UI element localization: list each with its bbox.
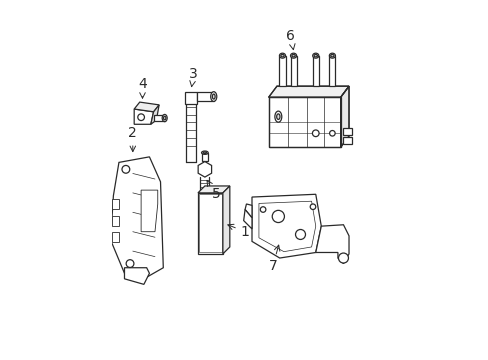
Polygon shape	[244, 204, 251, 218]
Polygon shape	[315, 225, 348, 264]
Polygon shape	[153, 115, 164, 121]
Bar	[343, 128, 351, 135]
Ellipse shape	[291, 54, 295, 57]
Polygon shape	[150, 105, 159, 124]
Text: 2: 2	[128, 126, 137, 152]
Text: 5: 5	[206, 180, 220, 201]
Polygon shape	[201, 153, 208, 161]
Ellipse shape	[313, 54, 317, 57]
Polygon shape	[112, 232, 119, 242]
Ellipse shape	[330, 54, 333, 57]
Circle shape	[309, 204, 315, 210]
Text: 1: 1	[227, 224, 249, 239]
Polygon shape	[134, 109, 153, 124]
Ellipse shape	[210, 92, 216, 102]
Polygon shape	[112, 216, 119, 226]
Circle shape	[312, 130, 319, 136]
Ellipse shape	[312, 53, 318, 58]
Polygon shape	[279, 56, 285, 86]
Polygon shape	[141, 190, 158, 232]
Ellipse shape	[212, 94, 215, 99]
Polygon shape	[198, 193, 223, 254]
Polygon shape	[134, 102, 159, 112]
Circle shape	[260, 207, 265, 212]
Polygon shape	[112, 199, 119, 209]
Polygon shape	[197, 92, 213, 102]
Ellipse shape	[279, 53, 285, 58]
Ellipse shape	[274, 111, 281, 122]
Text: 6: 6	[286, 29, 295, 50]
Polygon shape	[251, 194, 321, 258]
Circle shape	[138, 114, 144, 121]
Polygon shape	[340, 86, 348, 147]
Ellipse shape	[162, 114, 167, 122]
Ellipse shape	[203, 152, 206, 153]
Ellipse shape	[276, 114, 280, 120]
Polygon shape	[223, 186, 229, 254]
Bar	[343, 138, 351, 144]
Text: 3: 3	[189, 67, 198, 87]
Polygon shape	[198, 186, 229, 193]
Circle shape	[272, 210, 284, 222]
Polygon shape	[243, 210, 251, 229]
Polygon shape	[184, 92, 197, 104]
Ellipse shape	[201, 151, 208, 154]
Polygon shape	[110, 157, 163, 279]
Circle shape	[329, 131, 334, 136]
Ellipse shape	[280, 54, 284, 57]
Text: 4: 4	[138, 77, 146, 98]
Polygon shape	[198, 162, 211, 177]
Polygon shape	[124, 268, 149, 284]
Polygon shape	[328, 56, 335, 86]
Circle shape	[122, 166, 129, 173]
Polygon shape	[312, 56, 318, 86]
Ellipse shape	[163, 116, 165, 120]
Polygon shape	[268, 97, 340, 147]
Circle shape	[338, 253, 348, 263]
Polygon shape	[268, 86, 348, 97]
Polygon shape	[290, 56, 296, 86]
Ellipse shape	[328, 53, 335, 58]
Circle shape	[295, 229, 305, 239]
Ellipse shape	[290, 53, 296, 58]
Circle shape	[126, 260, 134, 267]
Text: 7: 7	[268, 245, 279, 273]
